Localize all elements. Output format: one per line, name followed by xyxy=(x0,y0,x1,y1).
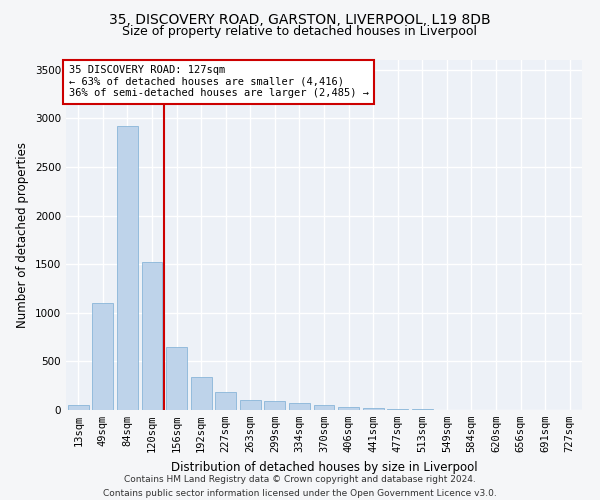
Text: 35, DISCOVERY ROAD, GARSTON, LIVERPOOL, L19 8DB: 35, DISCOVERY ROAD, GARSTON, LIVERPOOL, … xyxy=(109,12,491,26)
Bar xyxy=(338,407,359,410)
Bar xyxy=(412,409,433,410)
Text: 35 DISCOVERY ROAD: 127sqm
← 63% of detached houses are smaller (4,416)
36% of se: 35 DISCOVERY ROAD: 127sqm ← 63% of detac… xyxy=(68,66,368,98)
Bar xyxy=(362,408,383,410)
Bar xyxy=(215,392,236,410)
Bar xyxy=(117,126,138,410)
Bar xyxy=(387,408,408,410)
Bar xyxy=(289,403,310,410)
Text: Size of property relative to detached houses in Liverpool: Size of property relative to detached ho… xyxy=(122,25,478,38)
Bar xyxy=(166,347,187,410)
X-axis label: Distribution of detached houses by size in Liverpool: Distribution of detached houses by size … xyxy=(170,460,478,473)
Bar xyxy=(240,400,261,410)
Bar xyxy=(265,401,286,410)
Y-axis label: Number of detached properties: Number of detached properties xyxy=(16,142,29,328)
Bar xyxy=(314,404,334,410)
Bar xyxy=(142,262,163,410)
Text: Contains HM Land Registry data © Crown copyright and database right 2024.
Contai: Contains HM Land Registry data © Crown c… xyxy=(103,476,497,498)
Bar xyxy=(92,303,113,410)
Bar xyxy=(191,377,212,410)
Bar xyxy=(68,405,89,410)
